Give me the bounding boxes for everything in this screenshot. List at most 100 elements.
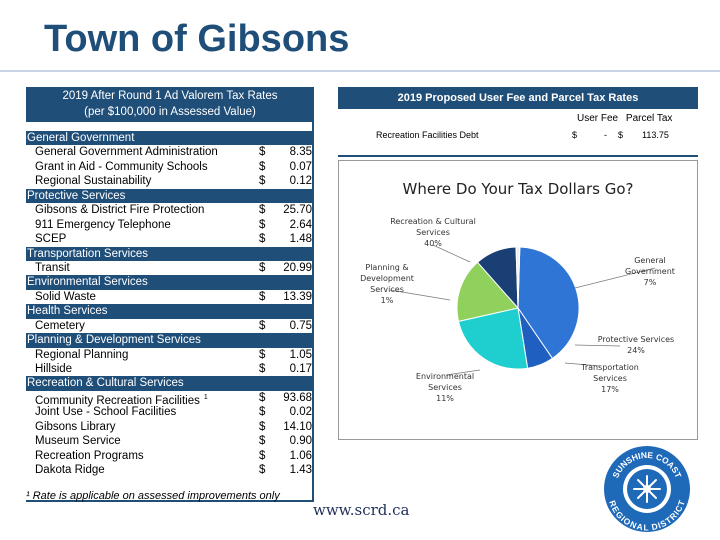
tax-item-label: General Government Administration: [35, 145, 218, 159]
fee-values: $ - $113.75: [572, 130, 669, 140]
tax-row: 911 Emergency Telephone $2.64: [26, 218, 314, 232]
footnote: ¹ Rate is applicable on assessed improve…: [26, 490, 280, 502]
pie-label-name: Transportation Services: [581, 363, 639, 383]
website-url[interactable]: www.scrd.ca: [313, 501, 410, 519]
tax-rate-value: 0.02: [289, 406, 312, 419]
currency-symbol: $: [259, 391, 266, 404]
fee-column-headers: User Fee Parcel Tax: [572, 113, 672, 124]
tax-row: Dakota Ridge $1.43: [26, 463, 314, 477]
tax-item-text: Museum Service: [35, 435, 121, 448]
currency-symbol: $: [259, 204, 266, 217]
tax-rate-value: 8.35: [289, 146, 312, 159]
tax-row: Gibsons Library $14.10: [26, 420, 314, 434]
tax-item-text: Dakota Ridge: [35, 464, 105, 477]
category-header: Environmental Services: [26, 275, 314, 290]
currency-symbol: $: [259, 218, 266, 231]
tax-item-text: Cemetery: [35, 319, 85, 332]
tax-row: Joint Use - School Facilities $0.02: [26, 405, 314, 419]
tax-item-text: SCEP: [35, 233, 67, 246]
tax-item-text: Joint Use - School Facilities: [35, 406, 177, 419]
pie-label-value: 7%: [643, 278, 657, 287]
tax-row: General Government Administration $8.35: [26, 145, 314, 159]
tax-row: Grant in Aid - Community Schools $0.07: [26, 160, 314, 174]
page-title: Town of Gibsons: [44, 18, 350, 60]
tax-rate-value: 14.10: [283, 420, 312, 433]
scrd-logo: SUNSHINE COAST REGIONAL DISTRICT: [604, 446, 690, 532]
tax-row: Museum Service $0.90: [26, 434, 314, 448]
tax-rate-value: 0.12: [289, 175, 312, 188]
fee-divider: [338, 155, 698, 157]
currency-symbol: $: [259, 319, 266, 332]
tax-item-text: Gibsons & District Fire Protection: [35, 204, 205, 217]
tax-item-label: SCEP: [35, 232, 66, 246]
tax-rate-value: 0.07: [289, 160, 312, 173]
pie-label-name: Recreation & Cultural Services: [390, 217, 476, 237]
currency-symbol: $: [259, 146, 266, 159]
pie-label-value: 17%: [601, 385, 619, 394]
chart-title: Where Do Your Tax Dollars Go?: [402, 180, 634, 198]
tax-item-label: Gibsons & District Fire Protection: [35, 203, 204, 217]
currency-symbol: $: [259, 464, 266, 477]
fee-label: Recreation Facilities Debt: [376, 130, 479, 140]
parcel-tax-column: Parcel Tax: [625, 113, 673, 124]
category-header: Planning & Development Services: [26, 333, 314, 348]
tax-item-label: Recreation Programs: [35, 449, 144, 463]
pie-label-name: General Government: [625, 256, 675, 276]
currency-symbol: $: [259, 449, 266, 462]
currency-symbol: $: [259, 261, 266, 274]
tax-item-text: Grant in Aid - Community Schools: [35, 160, 208, 173]
tax-item-text: 911 Emergency Telephone: [35, 218, 171, 231]
currency-symbol: $: [259, 160, 266, 173]
tax-item-label: Regional Planning: [35, 348, 128, 362]
tax-rate-value: 0.75: [289, 319, 312, 332]
tax-item-text: Regional Sustainability: [35, 175, 152, 188]
currency-symbol: $: [259, 420, 266, 433]
currency-symbol: $: [259, 348, 266, 361]
currency-symbol: $: [259, 233, 266, 246]
ad-valorem-table: General Government General Government Adm…: [26, 131, 314, 478]
tax-item-label: Community Recreation Facilities 1: [35, 391, 208, 408]
pie-label: Protective Services 24%: [596, 334, 676, 356]
tax-rate-value: 13.39: [283, 290, 312, 303]
category-header: Protective Services: [26, 188, 314, 204]
tax-row: Community Recreation Facilities 1 $93.68: [26, 391, 314, 408]
tax-item-label: Hillside: [35, 362, 72, 376]
pie-label: Planning & Development Services 1%: [352, 262, 422, 306]
user-fee-value: -: [604, 130, 607, 140]
tax-item-text: Solid Waste: [35, 290, 96, 303]
tax-rate-value: 1.06: [289, 449, 312, 462]
pie-label: Environmental Services 11%: [410, 371, 480, 404]
tax-item-label: Grant in Aid - Community Schools: [35, 160, 208, 174]
tax-rate-value: 1.43: [289, 464, 312, 477]
tax-row: Solid Waste $13.39: [26, 290, 314, 304]
ad-valorem-header: 2019 After Round 1 Ad Valorem Tax Rates …: [26, 87, 314, 122]
tax-item-label: Regional Sustainability: [35, 174, 151, 188]
tax-row: Recreation Programs $1.06: [26, 449, 314, 463]
tax-item-text: General Government Administration: [35, 146, 218, 159]
pie-label-value: 11%: [436, 394, 454, 403]
tax-item-label: Transit: [35, 261, 70, 275]
tax-rate-value: 93.68: [283, 391, 312, 404]
tax-row: Transit $20.99: [26, 261, 314, 275]
tax-row: SCEP $1.48: [26, 232, 314, 246]
ad-valorem-header-line1: 2019 After Round 1 Ad Valorem Tax Rates: [62, 90, 278, 102]
parcel-currency: $: [618, 130, 624, 140]
fee-currency: $: [572, 130, 578, 140]
category-header: Recreation & Cultural Services: [26, 376, 314, 391]
pie-label-name: Planning & Development Services: [360, 263, 414, 294]
user-fee-header: 2019 Proposed User Fee and Parcel Tax Ra…: [338, 87, 698, 109]
tax-item-text: Recreation Programs: [35, 449, 144, 462]
pie-label-name: Protective Services: [597, 335, 675, 344]
pie-label-name: Environmental Services: [415, 372, 475, 392]
tax-item-label: Joint Use - School Facilities: [35, 405, 176, 419]
tax-row: Regional Planning $1.05: [26, 348, 314, 362]
tax-rate-value: 1.05: [289, 348, 312, 361]
tax-item-label: Dakota Ridge: [35, 463, 105, 477]
parcel-tax-value: 113.75: [642, 130, 669, 140]
tax-item-text: Hillside: [35, 363, 73, 375]
currency-symbol: $: [259, 175, 266, 188]
pie-label: Transportation Services 17%: [570, 362, 650, 395]
tax-item-label: Solid Waste: [35, 290, 96, 304]
category-header: Transportation Services: [26, 246, 314, 261]
pie-label-value: 24%: [627, 346, 645, 355]
